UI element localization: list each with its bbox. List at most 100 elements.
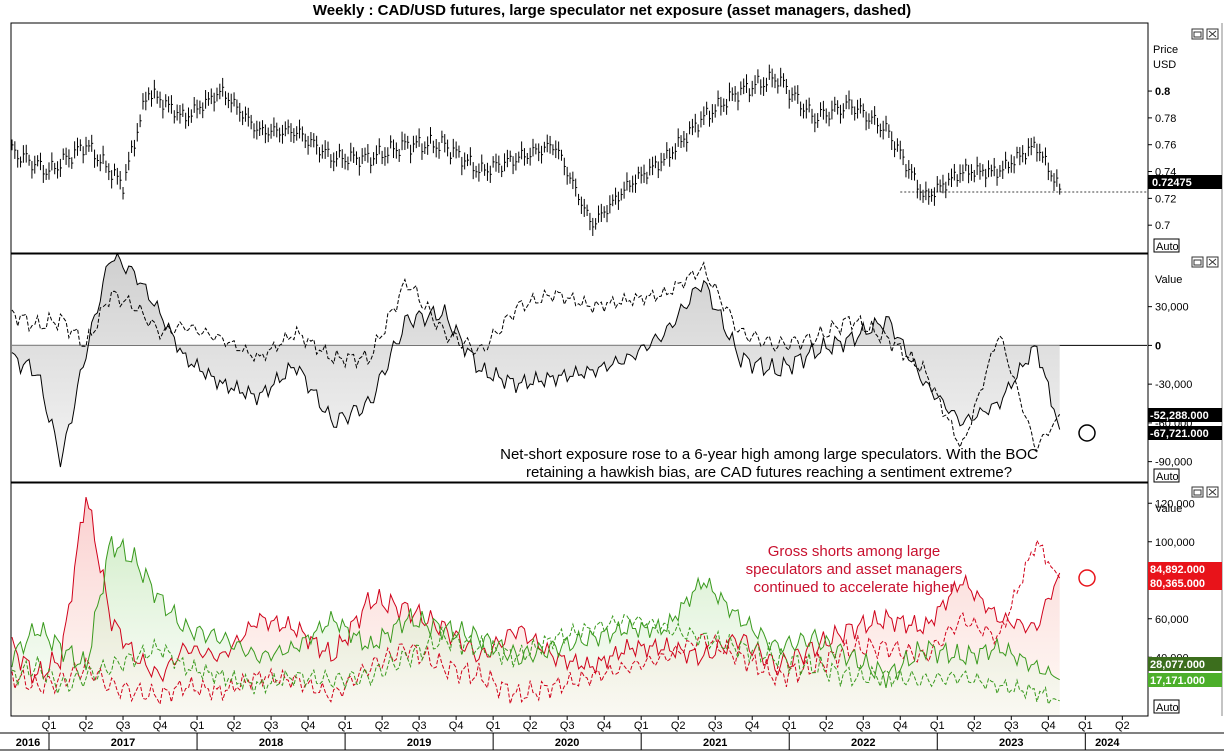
- gross-auto-label[interactable]: Auto: [1156, 702, 1179, 714]
- quarter-label: Q2: [523, 720, 538, 732]
- quarter-label: Q2: [227, 720, 242, 732]
- net-badge-2-value: -67,721.000: [1150, 428, 1209, 440]
- gross-badge-1: 84,892.000: [1148, 562, 1222, 576]
- net-badge-2: -67,721.000: [1148, 426, 1222, 440]
- price-y-tick-label: 0.7: [1155, 220, 1170, 232]
- net-asset-managers-line: [11, 261, 1061, 453]
- quarter-label: Q1: [486, 720, 501, 732]
- net-badge-1-value: -52,288.000: [1150, 410, 1209, 422]
- price-y-tick-label: 0.76: [1155, 140, 1176, 152]
- net-y-tick-label: 0: [1155, 340, 1161, 352]
- quarter-label: Q2: [1115, 720, 1130, 732]
- gross-badge-3: 28,077.000: [1148, 657, 1222, 671]
- quarter-label: Q4: [449, 720, 464, 732]
- gross-annotation-line-3: continued to accelerate higher: [754, 579, 955, 596]
- gross-annotation-line-2: speculators and asset managers: [746, 561, 963, 578]
- gross-short-asset-mgr-line: [11, 538, 1061, 706]
- net-panel-frame: [10, 253, 1149, 483]
- quarter-label: Q1: [634, 720, 649, 732]
- quarter-label: Q1: [782, 720, 797, 732]
- gross-axis-title: Value: [1155, 503, 1182, 515]
- price-auto-button[interactable]: Auto: [1153, 238, 1180, 253]
- quarter-label: Q3: [412, 720, 427, 732]
- price-auto-label[interactable]: Auto: [1156, 241, 1179, 253]
- net-area-fill: [12, 253, 1060, 467]
- maximize-icon[interactable]: [1191, 256, 1204, 268]
- price-y-tick-label: 0.8: [1155, 86, 1170, 98]
- net-y-tick-label: 30,000: [1155, 302, 1189, 314]
- quarter-label: Q3: [264, 720, 279, 732]
- gross-panel-controls[interactable]: [1191, 486, 1219, 498]
- gross-long-asset-mgr-line: [11, 614, 1060, 706]
- quarter-label: Q3: [856, 720, 871, 732]
- quarter-label: Q1: [190, 720, 205, 732]
- quarter-label: Q4: [893, 720, 908, 732]
- net-badge-1: -52,288.000: [1148, 408, 1222, 422]
- maximize-icon[interactable]: [1191, 28, 1204, 40]
- quarter-label: Q1: [338, 720, 353, 732]
- gross-panel-frame: [10, 482, 1149, 717]
- year-label: 2021: [703, 737, 727, 749]
- quarter-label: Q4: [745, 720, 760, 732]
- net-annotation-line-2: retaining a hawkish bias, are CAD future…: [526, 464, 1012, 481]
- net-y-tick-label: -30,000: [1155, 379, 1192, 391]
- price-y-tick-label: 0.78: [1155, 113, 1176, 125]
- gross-badge-3-value: 28,077.000: [1150, 659, 1205, 671]
- price-axis-unit: USD: [1153, 59, 1176, 71]
- gross-short-large-spec-line: [11, 496, 1061, 685]
- quarter-label: Q1: [42, 720, 57, 732]
- quarter-label: Q4: [301, 720, 316, 732]
- year-label: 2018: [259, 737, 283, 749]
- gross-long-large-spec-line: [11, 536, 1060, 689]
- price-last-badge: 0.72475: [1148, 175, 1222, 189]
- net-auto-button[interactable]: Auto: [1153, 468, 1180, 483]
- year-label: 2016: [16, 737, 40, 749]
- gross-badge-2-value: 80,365.000: [1150, 578, 1205, 590]
- price-last-value: 0.72475: [1152, 177, 1192, 189]
- price-panel-frame: [10, 22, 1149, 254]
- gross-highlight-circle: [1078, 569, 1096, 587]
- quarter-label: Q3: [1004, 720, 1019, 732]
- year-label: 2020: [555, 737, 579, 749]
- quarter-label: Q2: [79, 720, 94, 732]
- quarter-label: Q2: [967, 720, 982, 732]
- gross-badge-4: 17,171.000: [1148, 673, 1222, 687]
- gross-badge-1-value: 84,892.000: [1150, 564, 1205, 576]
- net-auto-label[interactable]: Auto: [1156, 471, 1179, 483]
- gross-y-tick-label: 60,000: [1155, 614, 1189, 626]
- price-axis-title: Price: [1153, 44, 1178, 56]
- gross-badge-2: 80,365.000: [1148, 576, 1222, 590]
- gross-y-tick-label: 100,000: [1155, 537, 1195, 549]
- quarter-label: Q1: [1078, 720, 1093, 732]
- year-label: 2022: [851, 737, 875, 749]
- year-label: 2024: [1095, 737, 1120, 749]
- year-label: 2019: [407, 737, 431, 749]
- year-label: 2023: [999, 737, 1023, 749]
- quarter-label: Q1: [930, 720, 945, 732]
- net-large-speculators-line: [11, 252, 1061, 468]
- gross-y-tick-label: 120,000: [1155, 498, 1195, 510]
- gross-auto-button[interactable]: Auto: [1153, 699, 1180, 714]
- gross-badge-4-value: 17,171.000: [1150, 675, 1205, 687]
- year-label: 2017: [111, 737, 135, 749]
- price-panel-controls[interactable]: [1191, 28, 1219, 40]
- maximize-icon[interactable]: [1191, 486, 1204, 498]
- chart-title: Weekly : CAD/USD futures, large speculat…: [312, 2, 912, 19]
- quarter-label: Q4: [1041, 720, 1056, 732]
- gross-long-large-spec-fill: [12, 536, 1060, 715]
- net-highlight-circle: [1078, 424, 1096, 442]
- net-annotation-line-1: Net-short exposure rose to a 6-year high…: [500, 446, 1038, 463]
- quarter-label: Q2: [819, 720, 834, 732]
- quarter-label: Q2: [375, 720, 390, 732]
- price-y-tick-label: 0.72: [1155, 193, 1176, 205]
- quarter-label: Q3: [708, 720, 723, 732]
- quarter-label: Q4: [153, 720, 168, 732]
- net-panel-controls[interactable]: [1191, 256, 1219, 268]
- quarter-label: Q2: [671, 720, 686, 732]
- gross-annotation-line-1: Gross shorts among large: [768, 543, 941, 560]
- quarter-label: Q4: [597, 720, 612, 732]
- net-y-tick-label: -90,000: [1155, 457, 1192, 469]
- quarter-label: Q3: [560, 720, 575, 732]
- quarter-label: Q3: [116, 720, 131, 732]
